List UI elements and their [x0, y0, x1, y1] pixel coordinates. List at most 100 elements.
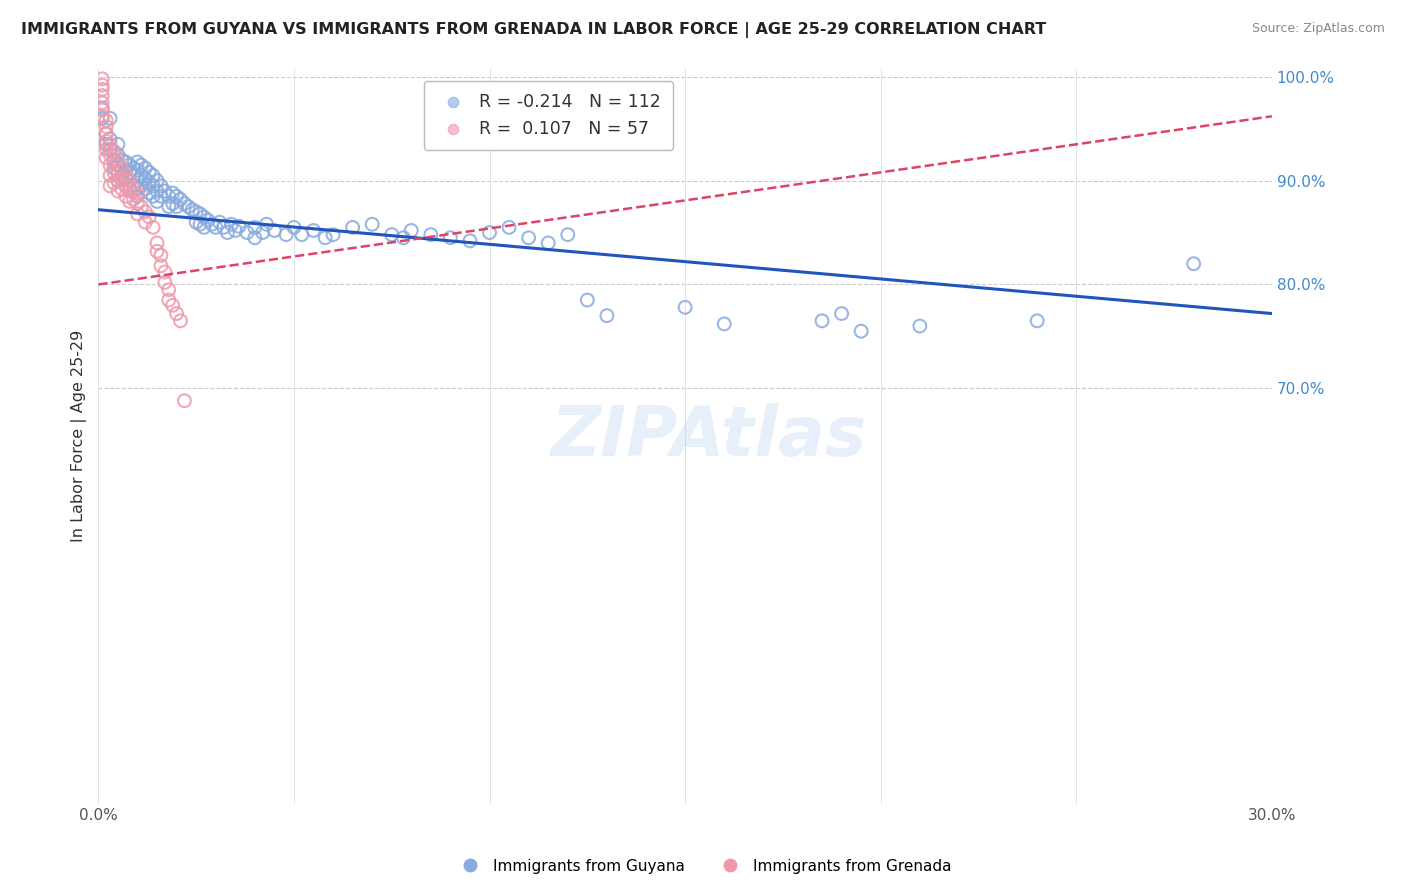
Text: Source: ZipAtlas.com: Source: ZipAtlas.com — [1251, 22, 1385, 36]
Point — [134, 182, 156, 196]
Point — [98, 158, 121, 172]
Point — [107, 174, 129, 188]
Point — [111, 153, 134, 167]
Point — [103, 145, 125, 159]
Point — [283, 220, 305, 235]
Point — [127, 189, 149, 203]
Point — [103, 176, 125, 190]
Point — [111, 182, 134, 196]
Point — [537, 235, 560, 250]
Point — [811, 314, 834, 328]
Point — [107, 147, 129, 161]
Point — [162, 298, 184, 312]
Point — [188, 207, 211, 221]
Point — [103, 165, 125, 179]
Point — [153, 184, 176, 198]
Point — [107, 158, 129, 172]
Point — [458, 234, 481, 248]
Point — [131, 158, 153, 172]
Point — [118, 158, 141, 172]
Point — [98, 169, 121, 183]
Point — [122, 161, 145, 176]
Point — [212, 220, 235, 235]
Text: IMMIGRANTS FROM GUYANA VS IMMIGRANTS FROM GRENADA IN LABOR FORCE | AGE 25-29 COR: IMMIGRANTS FROM GUYANA VS IMMIGRANTS FRO… — [21, 22, 1046, 38]
Point — [157, 283, 180, 297]
Point — [236, 226, 259, 240]
Point — [401, 223, 423, 237]
Point — [146, 174, 169, 188]
Point — [186, 215, 208, 229]
Point — [107, 174, 129, 188]
Point — [91, 95, 114, 110]
Point — [1182, 257, 1205, 271]
Point — [98, 147, 121, 161]
Point — [96, 151, 118, 165]
Point — [118, 174, 141, 188]
Point — [181, 202, 204, 217]
Point — [118, 174, 141, 188]
Point — [98, 178, 121, 193]
Point — [127, 174, 149, 188]
Point — [103, 161, 125, 176]
Point — [193, 220, 215, 235]
Point — [98, 112, 121, 126]
Point — [221, 217, 243, 231]
Point — [134, 161, 156, 176]
Point — [127, 196, 149, 211]
Point — [596, 309, 619, 323]
Point — [188, 217, 211, 231]
Legend: R = -0.214   N = 112, R =  0.107   N = 57: R = -0.214 N = 112, R = 0.107 N = 57 — [423, 81, 673, 150]
Point — [713, 317, 735, 331]
Point — [91, 78, 114, 92]
Point — [131, 169, 153, 183]
Point — [127, 182, 149, 196]
Point — [146, 235, 169, 250]
Point — [118, 194, 141, 209]
Point — [91, 112, 114, 126]
Point — [157, 200, 180, 214]
Point — [381, 227, 404, 242]
Point — [166, 200, 188, 214]
Point — [149, 259, 172, 273]
Point — [114, 155, 136, 169]
Point — [153, 265, 176, 279]
Point — [142, 169, 165, 183]
Point — [217, 226, 239, 240]
Point — [166, 189, 188, 203]
Point — [256, 217, 278, 231]
Point — [439, 231, 461, 245]
Point — [517, 231, 540, 245]
Point — [263, 223, 285, 237]
Point — [96, 143, 118, 157]
Point — [166, 307, 188, 321]
Point — [208, 215, 231, 229]
Point — [96, 127, 118, 141]
Point — [173, 196, 195, 211]
Point — [153, 276, 176, 290]
Point — [134, 171, 156, 186]
Point — [111, 169, 134, 183]
Point — [142, 178, 165, 193]
Point — [849, 324, 872, 338]
Point — [142, 220, 165, 235]
Point — [576, 293, 599, 307]
Point — [146, 194, 169, 209]
Point — [111, 161, 134, 176]
Point — [118, 165, 141, 179]
Point — [361, 217, 384, 231]
Point — [162, 186, 184, 200]
Point — [557, 227, 579, 242]
Point — [118, 184, 141, 198]
Point — [498, 220, 520, 235]
Point — [142, 189, 165, 203]
Point — [224, 223, 246, 237]
Point — [114, 189, 136, 203]
Point — [831, 307, 853, 321]
Point — [322, 227, 344, 242]
Point — [127, 207, 149, 221]
Point — [98, 143, 121, 157]
Point — [98, 132, 121, 146]
Point — [134, 215, 156, 229]
Point — [107, 137, 129, 152]
Point — [111, 161, 134, 176]
